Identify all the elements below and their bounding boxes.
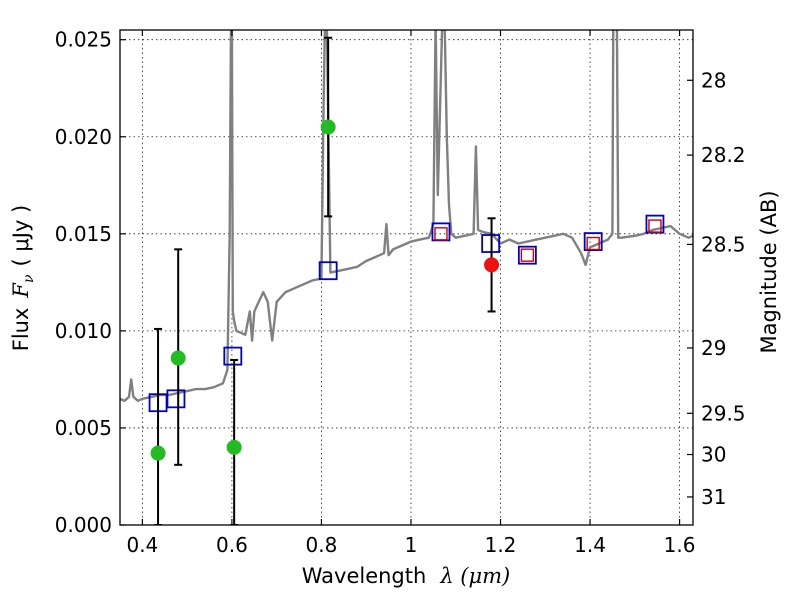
data-point bbox=[170, 350, 186, 366]
y2-tick-label: 29 bbox=[701, 336, 726, 360]
grid bbox=[120, 30, 693, 526]
y2-tick-label: 28 bbox=[701, 68, 726, 92]
data-point bbox=[320, 119, 336, 135]
model-flux-marker bbox=[166, 389, 186, 409]
y2-tick-label: 29.5 bbox=[701, 401, 746, 425]
spectrum-line bbox=[120, 30, 693, 402]
y-tick-label: 0.000 bbox=[55, 513, 112, 537]
model-flux-marker bbox=[517, 245, 537, 265]
x-tick-label: 1.2 bbox=[485, 533, 517, 557]
axes: 0.4 0.6 0.8 1 1.2 1.4 1.6 0.000 0.005 0.010 0.015 0… bbox=[55, 28, 746, 557]
observed-flux-marker bbox=[586, 236, 600, 251]
x-tick-label: 1 bbox=[405, 533, 418, 557]
model-flux-marker bbox=[318, 261, 338, 281]
x-tick-label: 0.4 bbox=[126, 533, 158, 557]
x-axis-title: Wavelength λ (μm) bbox=[302, 564, 511, 588]
y2-tick-label: 28.5 bbox=[701, 232, 746, 256]
model-flux-marker bbox=[223, 346, 243, 366]
plot-area bbox=[120, 30, 693, 525]
y2-tick-label: 30 bbox=[701, 443, 726, 467]
observed-flux-marker bbox=[520, 248, 535, 262]
y-tick-label: 0.005 bbox=[55, 416, 112, 440]
y-tick-label: 0.025 bbox=[55, 28, 112, 52]
observed-flux-marker bbox=[434, 227, 448, 241]
x-tick-label: 1.4 bbox=[574, 533, 606, 557]
y-tick-label: 0.020 bbox=[55, 125, 112, 149]
plot-frame bbox=[119, 29, 694, 526]
data-point bbox=[484, 257, 500, 273]
data-point bbox=[226, 439, 242, 455]
x-tick-label: 1.6 bbox=[664, 533, 696, 557]
y-tick-label: 0.010 bbox=[55, 319, 112, 343]
y2-tick-label: 28.2 bbox=[701, 143, 746, 167]
observed-flux-marker bbox=[648, 219, 662, 233]
y2-tick-label: 31 bbox=[701, 485, 726, 509]
y-axis-title: FluxFν( μJy ) bbox=[9, 205, 37, 351]
y-tick-label: 0.015 bbox=[55, 222, 112, 246]
y2-axis-title: Magnitude (AB) bbox=[757, 190, 781, 353]
x-tick-label: 0.6 bbox=[216, 533, 248, 557]
data-point bbox=[150, 445, 166, 461]
x-tick-label: 0.8 bbox=[306, 533, 338, 557]
